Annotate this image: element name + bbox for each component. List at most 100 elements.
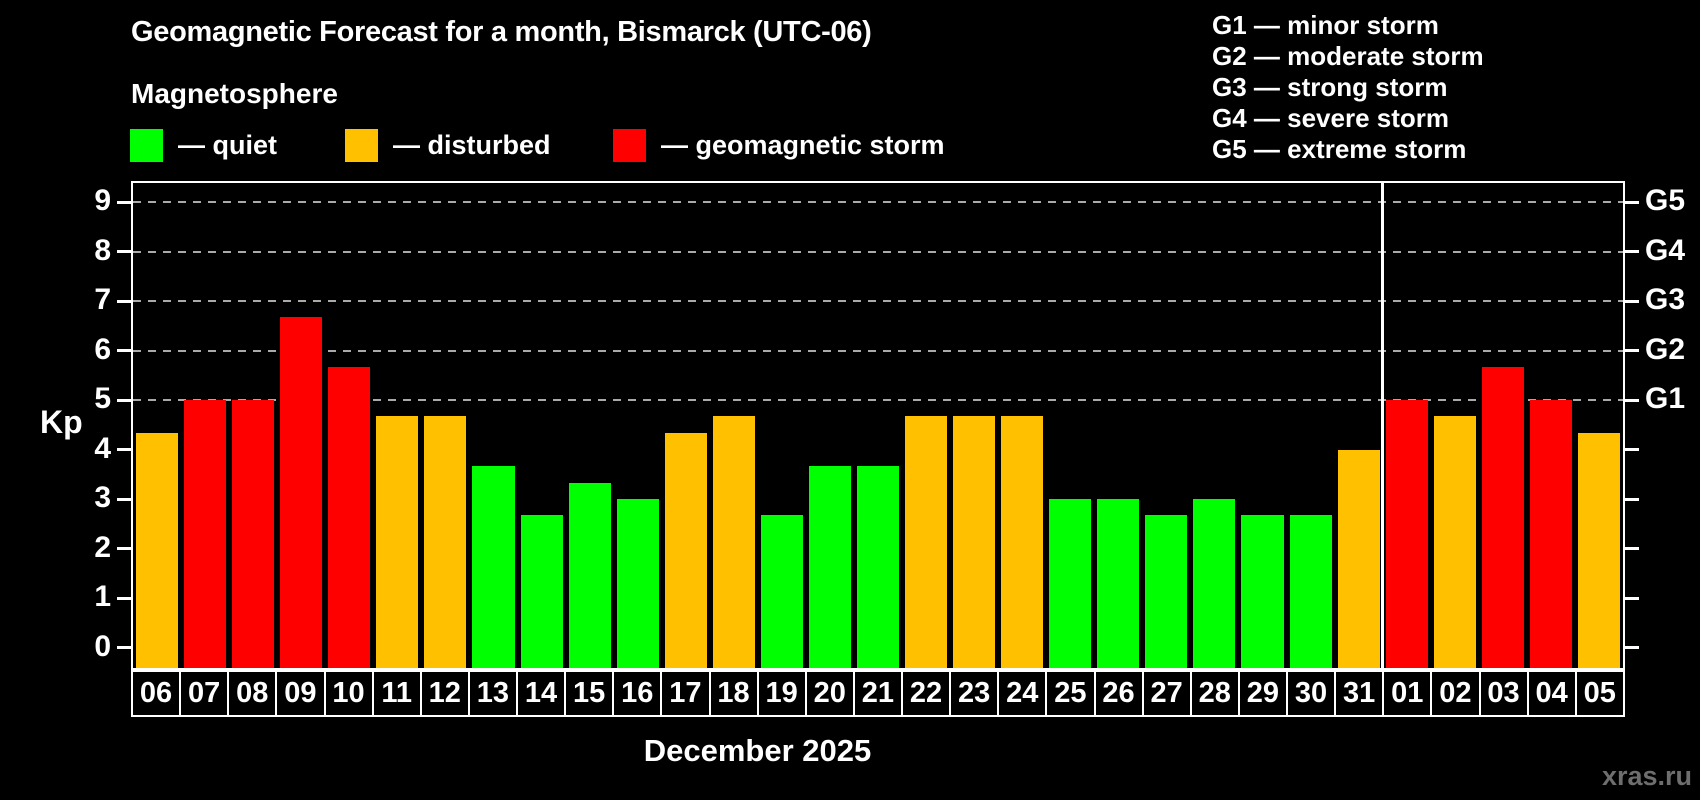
day-label-24: 24 — [997, 670, 1048, 717]
day-label-31: 31 — [1334, 670, 1385, 717]
y-tick-left-3 — [117, 497, 131, 501]
quiet-color-swatch — [130, 129, 163, 162]
y-tick-label-3: 3 — [94, 481, 111, 514]
day-label-10: 10 — [323, 670, 374, 717]
y-tick-right-3 — [1625, 497, 1639, 501]
day-label-20: 20 — [804, 670, 855, 717]
day-label-30: 30 — [1286, 670, 1337, 717]
day-label-28: 28 — [1189, 670, 1240, 717]
y-tick-right-0 — [1625, 646, 1639, 649]
kp-bar-day-12 — [424, 416, 467, 668]
day-label-27: 27 — [1141, 670, 1192, 717]
plot-area: 0 1 2 3 4 5 6 7 8 9 G5 G4 G3 G2 G1 — [94, 181, 1685, 670]
kp-bar-day-15 — [568, 482, 611, 668]
kp-bar-day-01 — [1385, 400, 1428, 668]
day-label-08: 08 — [227, 670, 278, 717]
day-label-02: 02 — [1430, 670, 1481, 717]
kp-bar-day-28 — [1193, 499, 1236, 668]
day-label-29: 29 — [1237, 670, 1288, 717]
day-label-19: 19 — [756, 670, 807, 717]
day-label-16: 16 — [612, 670, 663, 717]
y-tick-left-0 — [117, 646, 131, 649]
day-label-22: 22 — [901, 670, 952, 717]
day-label-03: 03 — [1478, 670, 1529, 717]
kp-bar-day-17 — [664, 433, 707, 668]
kp-bar-day-03 — [1481, 366, 1524, 668]
kp-bar-day-11 — [376, 416, 419, 668]
page-title: Geomagnetic Forecast for a month, Bismar… — [131, 16, 872, 48]
day-label-18: 18 — [708, 670, 759, 717]
kp-bar-day-31 — [1337, 449, 1380, 668]
y-tick-right-9 — [1625, 200, 1639, 204]
y-tick-left-8 — [117, 250, 131, 253]
y-tick-left-9 — [117, 200, 131, 204]
g-scale-legend: G1 — minor storm G2 — moderate storm G3 … — [1212, 10, 1484, 165]
y-tick-left-7 — [117, 299, 131, 303]
disturbed-color-swatch — [345, 129, 378, 162]
day-label-17: 17 — [660, 670, 711, 717]
g2-legend-line: G2 — moderate storm — [1212, 41, 1484, 71]
kp-bar-day-16 — [616, 499, 659, 668]
g3-legend-line: G3 — strong storm — [1212, 72, 1448, 102]
y-tick-left-2 — [117, 547, 131, 550]
legend-label-quiet: — quiet — [178, 130, 277, 160]
kp-bar-day-19 — [760, 515, 803, 668]
kp-bar-day-08 — [232, 400, 275, 668]
watermark-xras: xras.ru — [1601, 761, 1692, 791]
gridline-kp-7 — [133, 300, 1623, 302]
y-tick-right-7 — [1625, 299, 1639, 303]
y-tick-left-5 — [117, 398, 131, 402]
month-separator-line — [1381, 183, 1385, 668]
y-tick-label-7: 7 — [94, 283, 111, 316]
day-label-07: 07 — [179, 670, 230, 717]
legend-item-storm: — geomagnetic storm — [613, 129, 945, 162]
day-label-21: 21 — [852, 670, 903, 717]
day-label-26: 26 — [1093, 670, 1144, 717]
kp-bar-day-14 — [520, 515, 563, 668]
kp-bar-day-29 — [1241, 515, 1284, 668]
y-tick-left-1 — [117, 596, 131, 600]
kp-bar-day-09 — [280, 317, 323, 668]
kp-bar-day-27 — [1145, 515, 1188, 668]
gridline-kp-5 — [133, 399, 1623, 401]
right-axis-label-g5: G5 — [1645, 184, 1686, 217]
right-axis-label-g4: G4 — [1645, 233, 1686, 267]
kp-bar-day-21 — [856, 465, 900, 668]
day-label-14: 14 — [516, 670, 567, 717]
kp-bar-day-06 — [136, 433, 179, 668]
legend-item-disturbed: — disturbed — [345, 129, 551, 162]
y-tick-label-1: 1 — [94, 580, 111, 613]
y-tick-label-5: 5 — [94, 382, 111, 415]
day-label-25: 25 — [1045, 670, 1096, 717]
y-tick-right-4 — [1625, 448, 1639, 451]
legend-label-storm: — geomagnetic storm — [661, 130, 945, 160]
day-label-05: 05 — [1574, 670, 1625, 717]
y-tick-right-2 — [1625, 547, 1639, 550]
y-tick-label-4: 4 — [94, 431, 111, 465]
y-axis-title-kp: Kp — [40, 404, 83, 440]
y-tick-right-1 — [1625, 596, 1639, 600]
kp-bar-day-04 — [1529, 400, 1572, 668]
day-label-11: 11 — [371, 670, 422, 717]
gridline-kp-9 — [133, 201, 1623, 203]
storm-color-swatch — [613, 129, 646, 162]
kp-bar-day-22 — [905, 416, 948, 668]
chart-subtitle: Magnetosphere — [131, 78, 338, 109]
y-tick-left-4 — [117, 448, 131, 451]
gridline-kp-8 — [133, 250, 1623, 253]
kp-bar-day-26 — [1097, 499, 1140, 668]
y-tick-right-8 — [1625, 250, 1639, 253]
y-tick-left-6 — [117, 349, 131, 352]
kp-bar-day-13 — [472, 465, 515, 668]
g4-legend-line: G4 — severe storm — [1212, 103, 1450, 133]
day-label-15: 15 — [564, 670, 615, 717]
x-axis-day-labels: 06 07 08 09 10 11 12 13 14 15 16 17 18 19 20 21 22 23 24 25… — [131, 670, 1625, 717]
day-label-04: 04 — [1526, 670, 1577, 717]
day-label-09: 09 — [275, 670, 326, 717]
right-axis-label-g3: G3 — [1645, 283, 1686, 316]
kp-bar-day-18 — [712, 416, 755, 668]
y-tick-right-5 — [1625, 398, 1639, 402]
y-tick-label-6: 6 — [94, 332, 111, 366]
y-tick-right-6 — [1625, 349, 1639, 352]
